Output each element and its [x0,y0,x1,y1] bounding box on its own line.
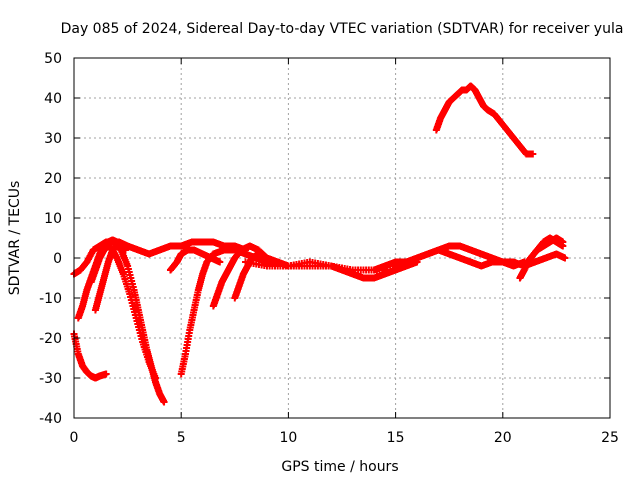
y-tick-label: 0 [53,251,62,267]
y-tick-label: -10 [39,291,62,307]
data-point [216,258,224,266]
series-arc-12 [392,246,528,270]
data-point [561,254,569,262]
grid [74,58,610,418]
y-tick-label: 30 [44,131,62,147]
series-arc-15 [520,234,567,270]
x-tick-label: 10 [279,430,297,446]
y-axis-label: SDTVAR / TECUs [7,181,23,296]
x-tick-label: 0 [70,430,79,446]
y-tick-label: 40 [44,91,62,107]
y-tick-label: -40 [39,411,62,427]
data-points [70,82,569,406]
x-tick-label: 15 [387,430,405,446]
plot-frame [73,57,611,419]
y-tick-label: -30 [39,371,62,387]
y-tick-label: 10 [44,211,62,227]
y-tick-label: -20 [39,331,62,347]
axis-ticks: 0 5 10 15 20 25 -40 -30 -20 -10 0 10 20 30 40 50 [39,51,619,446]
series-arc-5 [87,242,159,382]
x-tick-label: 5 [177,430,186,446]
data-point [151,374,159,382]
x-tick-label: 25 [601,430,619,446]
series-arc-9 [166,246,224,274]
series-arc-13 [432,82,537,158]
x-axis-label: GPS time / hours [281,459,398,475]
data-point [529,150,537,158]
series-arc-1 [70,330,110,382]
chart-title: Day 085 of 2024, Sidereal Day-to-day VTE… [61,21,624,37]
y-tick-label: 20 [44,171,62,187]
data-point [160,398,168,406]
data-point [559,238,567,246]
y-tick-label: 50 [44,51,62,67]
data-point [102,370,110,378]
x-tick-label: 20 [494,430,512,446]
